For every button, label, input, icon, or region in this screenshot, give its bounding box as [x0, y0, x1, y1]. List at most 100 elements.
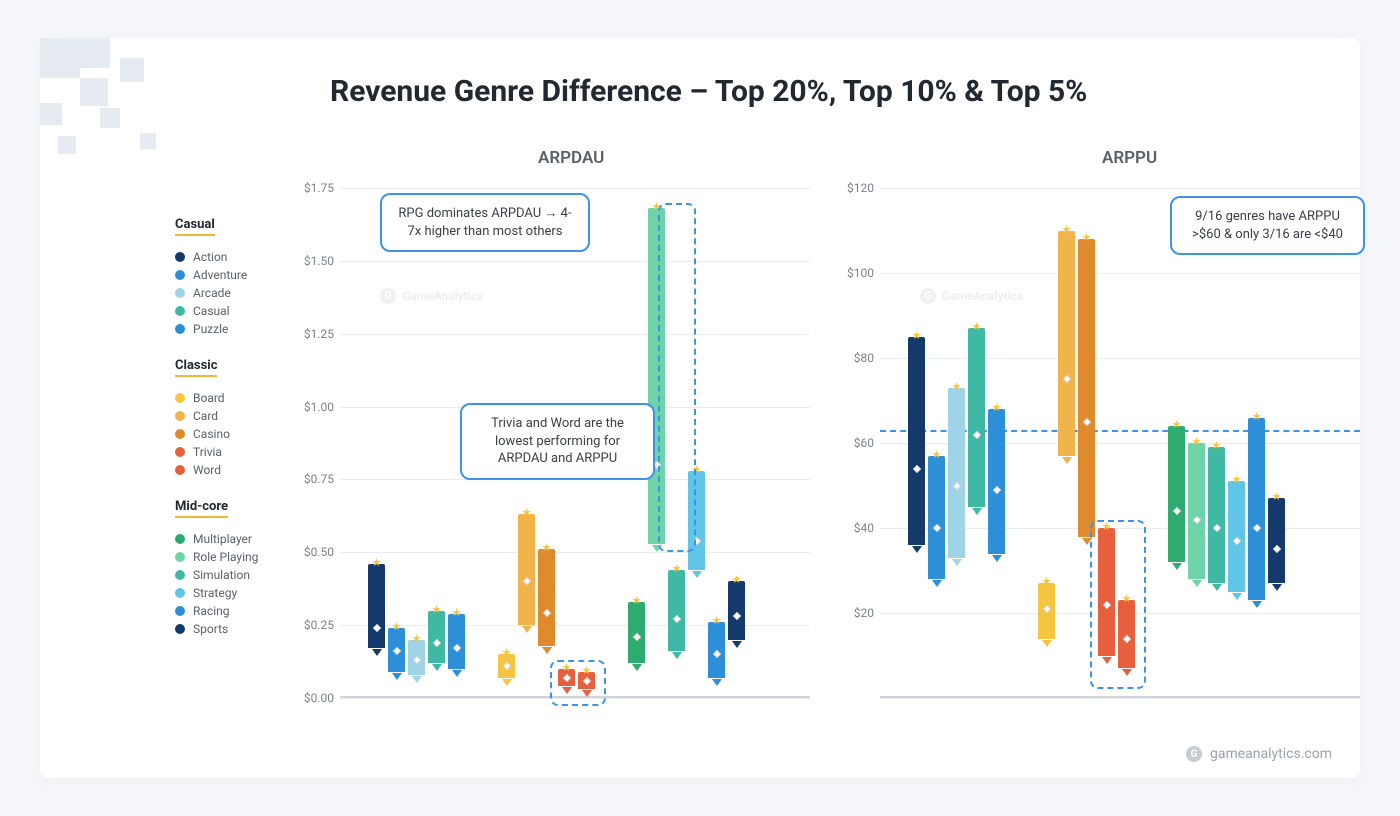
legend-swatch: [175, 411, 185, 421]
median-diamond-icon: [732, 612, 740, 620]
range-bar: ★: [968, 328, 985, 507]
star-icon: ★: [932, 448, 942, 461]
legend-label: Racing: [193, 604, 230, 618]
ytick-label: $0.25: [304, 618, 334, 632]
legend-label: Puzzle: [193, 322, 228, 336]
triangle-icon: [542, 647, 552, 654]
star-icon: ★: [692, 463, 702, 476]
range-bar: ★: [428, 611, 445, 663]
legend-item: Strategy: [175, 586, 325, 600]
star-icon: ★: [1062, 223, 1072, 236]
median-diamond-icon: [1252, 524, 1260, 532]
chart-arppu: GGameAnalytics $20$40$60$80$100$120★★★★★…: [880, 188, 1360, 698]
ytick-label: $0.75: [304, 472, 334, 486]
median-diamond-icon: [1122, 634, 1130, 642]
triangle-icon: [912, 546, 922, 553]
legend-label: Role Playing: [193, 550, 258, 564]
page-title: Revenue Genre Difference – Top 20%, Top …: [330, 74, 1087, 109]
legend-label: Word: [193, 463, 221, 477]
triangle-icon: [372, 649, 382, 656]
panel-title-arppu: ARPPU: [1102, 148, 1157, 168]
triangle-icon: [582, 690, 592, 697]
legend-label: Strategy: [193, 586, 237, 600]
legend-group-title: Mid-core: [175, 499, 228, 518]
median-diamond-icon: [562, 673, 570, 681]
triangle-icon: [1272, 584, 1282, 591]
range-bar: ★: [1268, 498, 1285, 583]
range-bar: ★: [558, 669, 575, 686]
median-diamond-icon: [992, 486, 1000, 494]
triangle-icon: [1252, 601, 1262, 608]
ytick-label: $1.25: [304, 327, 334, 341]
triangle-icon: [1122, 669, 1132, 676]
gridline: [880, 273, 1360, 274]
range-bar: ★: [448, 614, 465, 669]
triangle-icon: [392, 673, 402, 680]
star-icon: ★: [1172, 418, 1182, 431]
triangle-icon: [412, 676, 422, 683]
gridline: [880, 358, 1360, 359]
median-diamond-icon: [972, 430, 980, 438]
legend-swatch: [175, 570, 185, 580]
triangle-icon: [1102, 657, 1112, 664]
ytick-label: $120: [847, 181, 874, 195]
triangle-icon: [562, 687, 572, 694]
range-bar: ★: [948, 388, 965, 558]
range-bar: ★: [1098, 528, 1115, 656]
legend-swatch: [175, 624, 185, 634]
range-bar: ★: [988, 409, 1005, 554]
range-bar: ★: [1208, 447, 1225, 583]
triangle-icon: [1082, 538, 1092, 545]
footer-logo-icon: G: [1186, 746, 1202, 762]
star-icon: ★: [502, 646, 512, 659]
median-diamond-icon: [672, 615, 680, 623]
median-diamond-icon: [932, 524, 940, 532]
legend-label: Casino: [193, 427, 230, 441]
star-icon: ★: [432, 603, 442, 616]
range-bar: ★: [628, 602, 645, 663]
triangle-icon: [672, 652, 682, 659]
star-icon: ★: [1042, 575, 1052, 588]
range-bar: ★: [408, 640, 425, 675]
range-bar: ★: [388, 628, 405, 672]
star-icon: ★: [1082, 231, 1092, 244]
gridline: [340, 334, 810, 335]
median-diamond-icon: [502, 662, 510, 670]
triangle-icon: [1232, 593, 1242, 600]
star-icon: ★: [522, 506, 532, 519]
callout-rpg: RPG dominates ARPDAU → 4-7x higher than …: [380, 193, 590, 252]
star-icon: ★: [452, 606, 462, 619]
legend-swatch: [175, 324, 185, 334]
range-bar: ★: [1248, 418, 1265, 601]
star-icon: ★: [1102, 520, 1112, 533]
legend-label: Action: [193, 250, 227, 264]
decorative-pixels: [40, 38, 240, 198]
ytick-label: $20: [854, 606, 874, 620]
range-bar: ★: [708, 622, 725, 677]
legend-label: Simulation: [193, 568, 250, 582]
legend-swatch: [175, 252, 185, 262]
legend-group-title: Classic: [175, 358, 217, 377]
range-bar: ★: [538, 549, 555, 645]
gridline: [340, 261, 810, 262]
legend-item: Sports: [175, 622, 325, 636]
triangle-icon: [992, 555, 1002, 562]
range-bar: ★: [1078, 239, 1095, 537]
range-bar: ★: [668, 570, 685, 652]
legend-swatch: [175, 393, 185, 403]
star-icon: ★: [542, 541, 552, 554]
star-icon: ★: [732, 573, 742, 586]
median-diamond-icon: [1062, 375, 1070, 383]
legend-item: Casino: [175, 427, 325, 441]
gridline: [880, 188, 1360, 189]
star-icon: ★: [912, 329, 922, 342]
triangle-icon: [932, 580, 942, 587]
range-bar: ★: [1228, 481, 1245, 592]
star-icon: ★: [562, 661, 572, 674]
gridline: [880, 698, 1360, 699]
star-icon: ★: [1232, 473, 1242, 486]
star-icon: ★: [992, 401, 1002, 414]
legend-item: Word: [175, 463, 325, 477]
median-diamond-icon: [432, 638, 440, 646]
legend-item: Casual: [175, 304, 325, 318]
